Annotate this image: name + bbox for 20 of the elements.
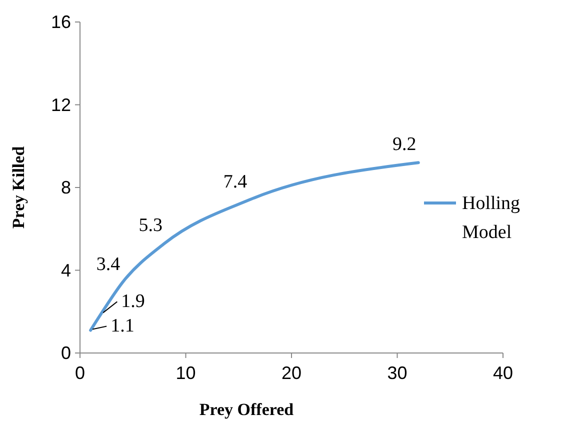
y-axis-title: Prey Killed: [9, 146, 28, 229]
data-label: 7.4: [223, 171, 248, 192]
x-tick-label: 0: [74, 363, 86, 383]
x-tick-label: 30: [387, 363, 408, 383]
y-tick-label: 12: [50, 94, 71, 115]
y-tick-label: 0: [60, 343, 71, 363]
x-tick-label: 10: [176, 363, 196, 383]
x-tick-label: 20: [281, 363, 302, 383]
legend-label: Holling Model: [462, 192, 521, 242]
data-label: 5.3: [138, 214, 162, 236]
x-axis-title: Prey Offered: [199, 400, 294, 419]
data-label: 3.4: [96, 254, 121, 276]
y-tick-label: 4: [60, 260, 71, 280]
y-tick-label: 16: [50, 12, 71, 32]
data-label: 1.1: [110, 316, 134, 337]
data-label: 1.9: [121, 291, 145, 312]
y-tick-label: 8: [60, 178, 71, 198]
x-tick-label: 40: [492, 363, 514, 383]
line-series: [89, 161, 420, 332]
data-label: 9.2: [392, 134, 416, 156]
